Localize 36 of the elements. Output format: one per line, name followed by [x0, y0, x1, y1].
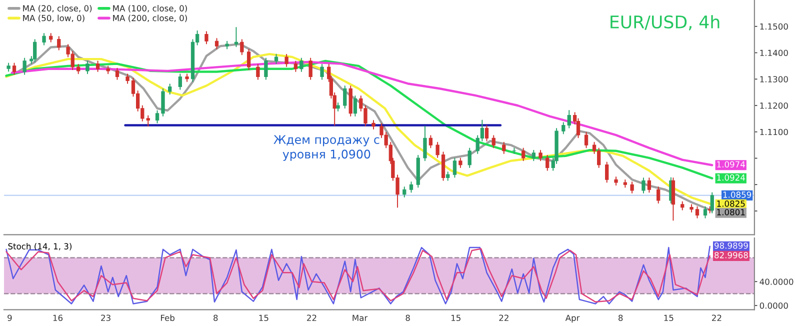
annotation: 1.0825 [717, 200, 745, 207]
y-tick-label: 1.1300 [760, 76, 788, 82]
x-tick-label: 23 [101, 314, 110, 322]
legend-label: MA (50, low, 0) [23, 14, 84, 22]
annotation: 98.9899 [714, 242, 748, 249]
legend-label: MA (200, close, 0) [113, 14, 187, 22]
x-tick-label: 8 [406, 314, 410, 322]
x-tick-label: 15 [664, 314, 674, 322]
x-tick-label: 15 [451, 314, 460, 322]
text: Stoch (14, 1, 3) [8, 243, 72, 250]
y-tick-label: 1.1500 [760, 23, 788, 30]
x-tick-label: 8 [618, 314, 623, 322]
legend-label: MA (100, close, 0) [113, 5, 187, 12]
annotation: 1.0924 [717, 174, 745, 181]
annotation: 1.0801 [717, 209, 745, 216]
annotation: Ждем продажу с уровня 1,0900 [274, 135, 380, 161]
y-tick-label: 1.1400 [760, 50, 788, 56]
x-tick-label: 8 [214, 314, 218, 322]
x-tick-label: Feb [161, 314, 174, 322]
y-tick-label: 1.1200 [760, 102, 788, 109]
x-tick-label: 9 [8, 314, 12, 322]
x-tick-label: 15 [259, 314, 268, 322]
y-tick-label: 40.0000 [760, 278, 794, 285]
annotation: 82.9968 [714, 252, 748, 258]
ref-line-label: 1.0859 [723, 192, 752, 198]
text: EUR/USD, 4h [610, 15, 720, 30]
y-tick-label: 0.0000 [760, 302, 788, 309]
x-tick-label: 16 [53, 314, 63, 322]
legend-label: MA (20, close, 0) [23, 5, 92, 12]
x-tick-label: Mar [352, 314, 368, 322]
x-tick-label: 22 [307, 314, 316, 321]
x-tick-label: Apr [565, 314, 580, 323]
y-tick-label: 1.1100 [760, 128, 788, 136]
annotation: 1.0974 [717, 161, 745, 168]
x-tick-label: 22 [712, 314, 722, 321]
x-tick-label: 22 [499, 314, 508, 321]
